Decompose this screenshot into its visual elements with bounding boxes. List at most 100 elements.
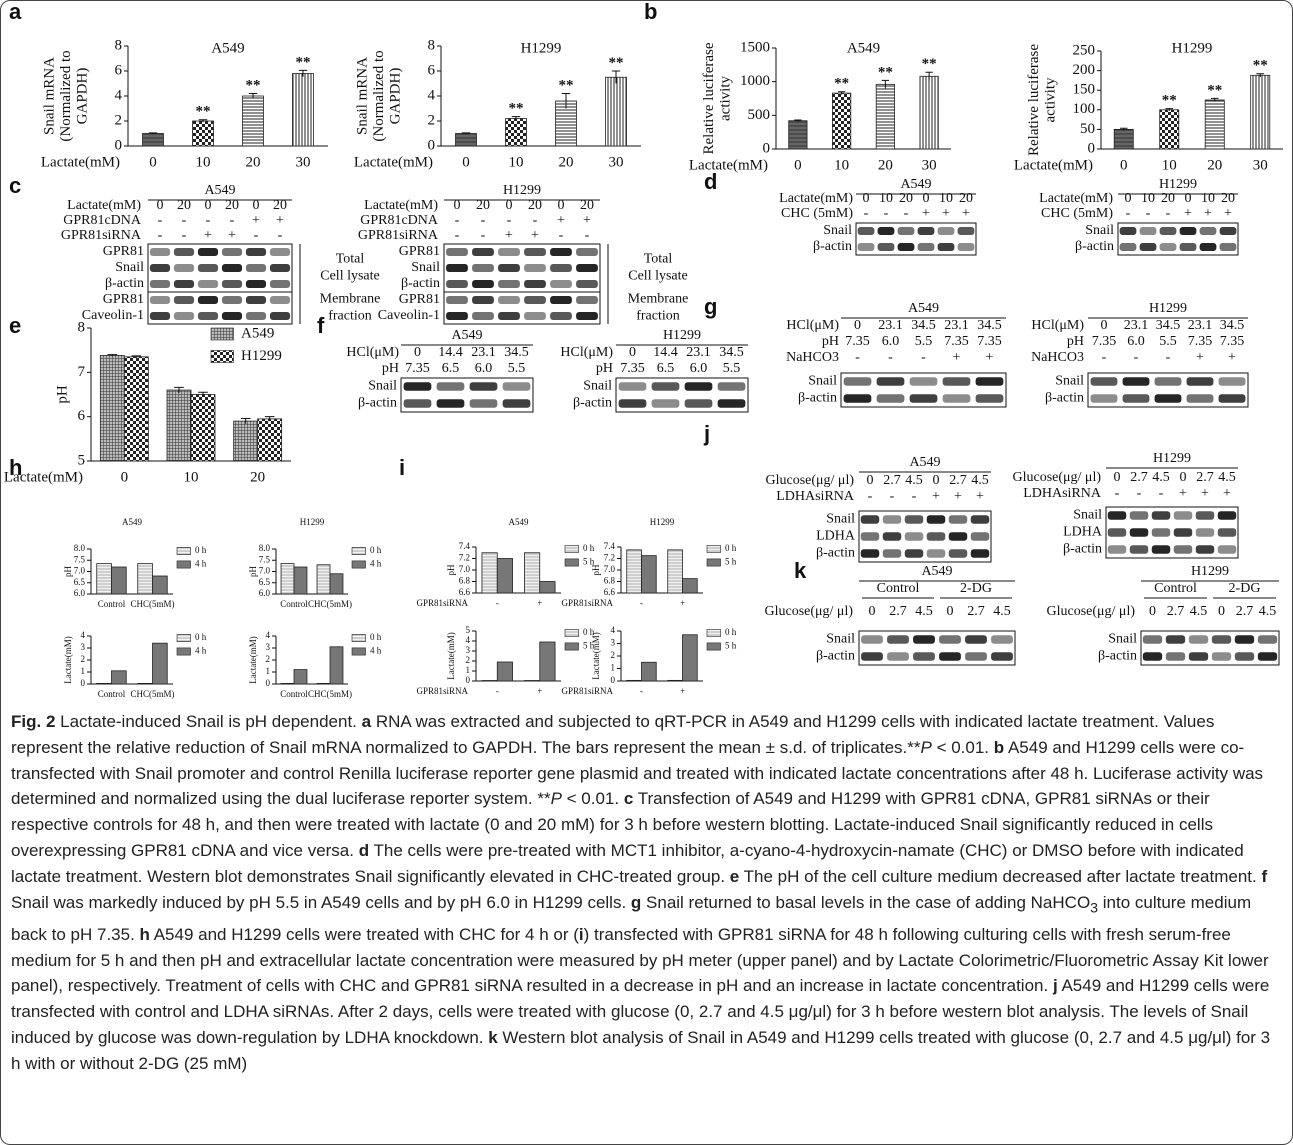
y-tick-label: 1 xyxy=(611,663,616,673)
bar xyxy=(281,564,294,594)
y-tick-label: 6.8 xyxy=(459,576,471,586)
band xyxy=(949,549,967,558)
condition-value: 0 xyxy=(854,318,861,333)
band xyxy=(883,549,901,558)
band xyxy=(1218,511,1236,520)
condition-value: - xyxy=(278,228,283,243)
band xyxy=(470,399,498,408)
significance-label: ** xyxy=(922,56,937,72)
y-tick-label: 2 xyxy=(266,654,271,664)
band xyxy=(246,280,266,288)
band xyxy=(222,312,242,320)
band-label: Snail xyxy=(411,260,440,275)
band xyxy=(619,382,647,391)
caption-text: Fig. 2 xyxy=(11,712,55,731)
condition-value: 20 xyxy=(580,198,594,213)
legend-swatch xyxy=(177,634,191,641)
condition-value: 23.1 xyxy=(471,345,496,360)
y-tick-label: 6 xyxy=(78,408,86,424)
band xyxy=(524,280,546,288)
band-label: Snail xyxy=(1073,508,1102,523)
condition-value: + xyxy=(1179,486,1187,501)
band xyxy=(1120,227,1137,235)
condition-value: 34.5 xyxy=(1156,318,1181,333)
condition-value: 23.1 xyxy=(944,318,969,333)
x-tick-label: 20 xyxy=(559,154,574,170)
condition-value: 7.35 xyxy=(1220,334,1245,349)
condition-value: - xyxy=(455,213,460,228)
caption-text: k xyxy=(488,1028,497,1047)
condition-value: 5.5 xyxy=(1159,334,1177,349)
bar xyxy=(317,683,330,684)
band xyxy=(958,227,975,235)
bar xyxy=(317,565,330,594)
blot-title: A549 xyxy=(921,564,952,579)
band xyxy=(927,515,945,524)
band xyxy=(550,296,572,304)
x-tick-label: 30 xyxy=(922,157,937,173)
group-label: 2-DG xyxy=(1229,581,1261,596)
condition-label: CHC (5mM) xyxy=(1041,206,1113,221)
condition-value: 6.0 xyxy=(1127,334,1145,349)
band xyxy=(887,652,909,661)
y-tick-label: 6.0 xyxy=(74,588,86,598)
condition-label: LDHAsiRNA xyxy=(1023,486,1102,501)
band xyxy=(1160,227,1177,235)
condition-label: Lactate(mM) xyxy=(364,198,438,213)
x-tick-label: - xyxy=(640,598,643,608)
band xyxy=(1235,635,1254,644)
band xyxy=(949,515,967,524)
chart-title: H1299 xyxy=(650,517,675,527)
condition-value: 20 xyxy=(476,198,490,213)
bar xyxy=(294,670,307,684)
y-tick-label: 7.5 xyxy=(259,554,271,564)
band xyxy=(943,377,971,386)
legend-swatch xyxy=(211,351,234,363)
bar xyxy=(482,553,497,593)
figure: abcdefghijk02468A549Snail mRNA(Normalize… xyxy=(0,0,1293,1145)
band xyxy=(1189,635,1208,644)
condition-label: HCl(μM) xyxy=(1031,318,1084,333)
x-axis-label: GPR81siRNA xyxy=(416,598,468,608)
band xyxy=(470,382,498,391)
condition-value: 4.5 xyxy=(915,604,933,619)
significance-label: ** xyxy=(834,76,849,92)
band xyxy=(1108,528,1126,537)
y-tick-label: 3 xyxy=(611,638,616,648)
condition-label: pH xyxy=(1067,334,1084,349)
condition-value: + xyxy=(954,489,962,504)
condition-value: + xyxy=(583,213,591,228)
band-label: Snail xyxy=(583,379,612,394)
x-tick-label: 10 xyxy=(184,469,199,485)
x-tick-label: Control xyxy=(280,599,308,609)
significance-label: ** xyxy=(296,54,311,70)
legend-swatch xyxy=(352,561,366,568)
y-tick-label: 4 xyxy=(115,87,123,103)
condition-value: 2.7 xyxy=(1196,470,1214,485)
y-tick-label: 7.2 xyxy=(604,553,615,563)
band xyxy=(503,382,531,391)
condition-value: 4.5 xyxy=(1218,470,1236,485)
band xyxy=(878,243,895,251)
band xyxy=(949,532,967,541)
band xyxy=(718,382,746,391)
condition-value: - xyxy=(559,228,564,243)
band xyxy=(1143,652,1162,661)
x-tick-label: 20 xyxy=(878,157,893,173)
band xyxy=(150,248,170,256)
y-axis-label: Lactate(mM) xyxy=(63,636,73,683)
group-label: Control xyxy=(877,581,920,596)
y-tick-label: 8.0 xyxy=(259,543,271,553)
y-tick-label: 7.4 xyxy=(459,541,471,551)
legend-label: 0 h xyxy=(370,545,382,555)
band xyxy=(472,264,494,272)
band xyxy=(150,280,170,288)
bar xyxy=(294,567,307,594)
condition-value: 2.7 xyxy=(967,604,985,619)
significance-label: ** xyxy=(1253,58,1268,74)
condition-value: + xyxy=(228,228,236,243)
condition-value: - xyxy=(507,213,512,228)
condition-value: - xyxy=(481,228,486,243)
band xyxy=(246,296,266,304)
y-tick-label: 2 xyxy=(428,112,436,128)
